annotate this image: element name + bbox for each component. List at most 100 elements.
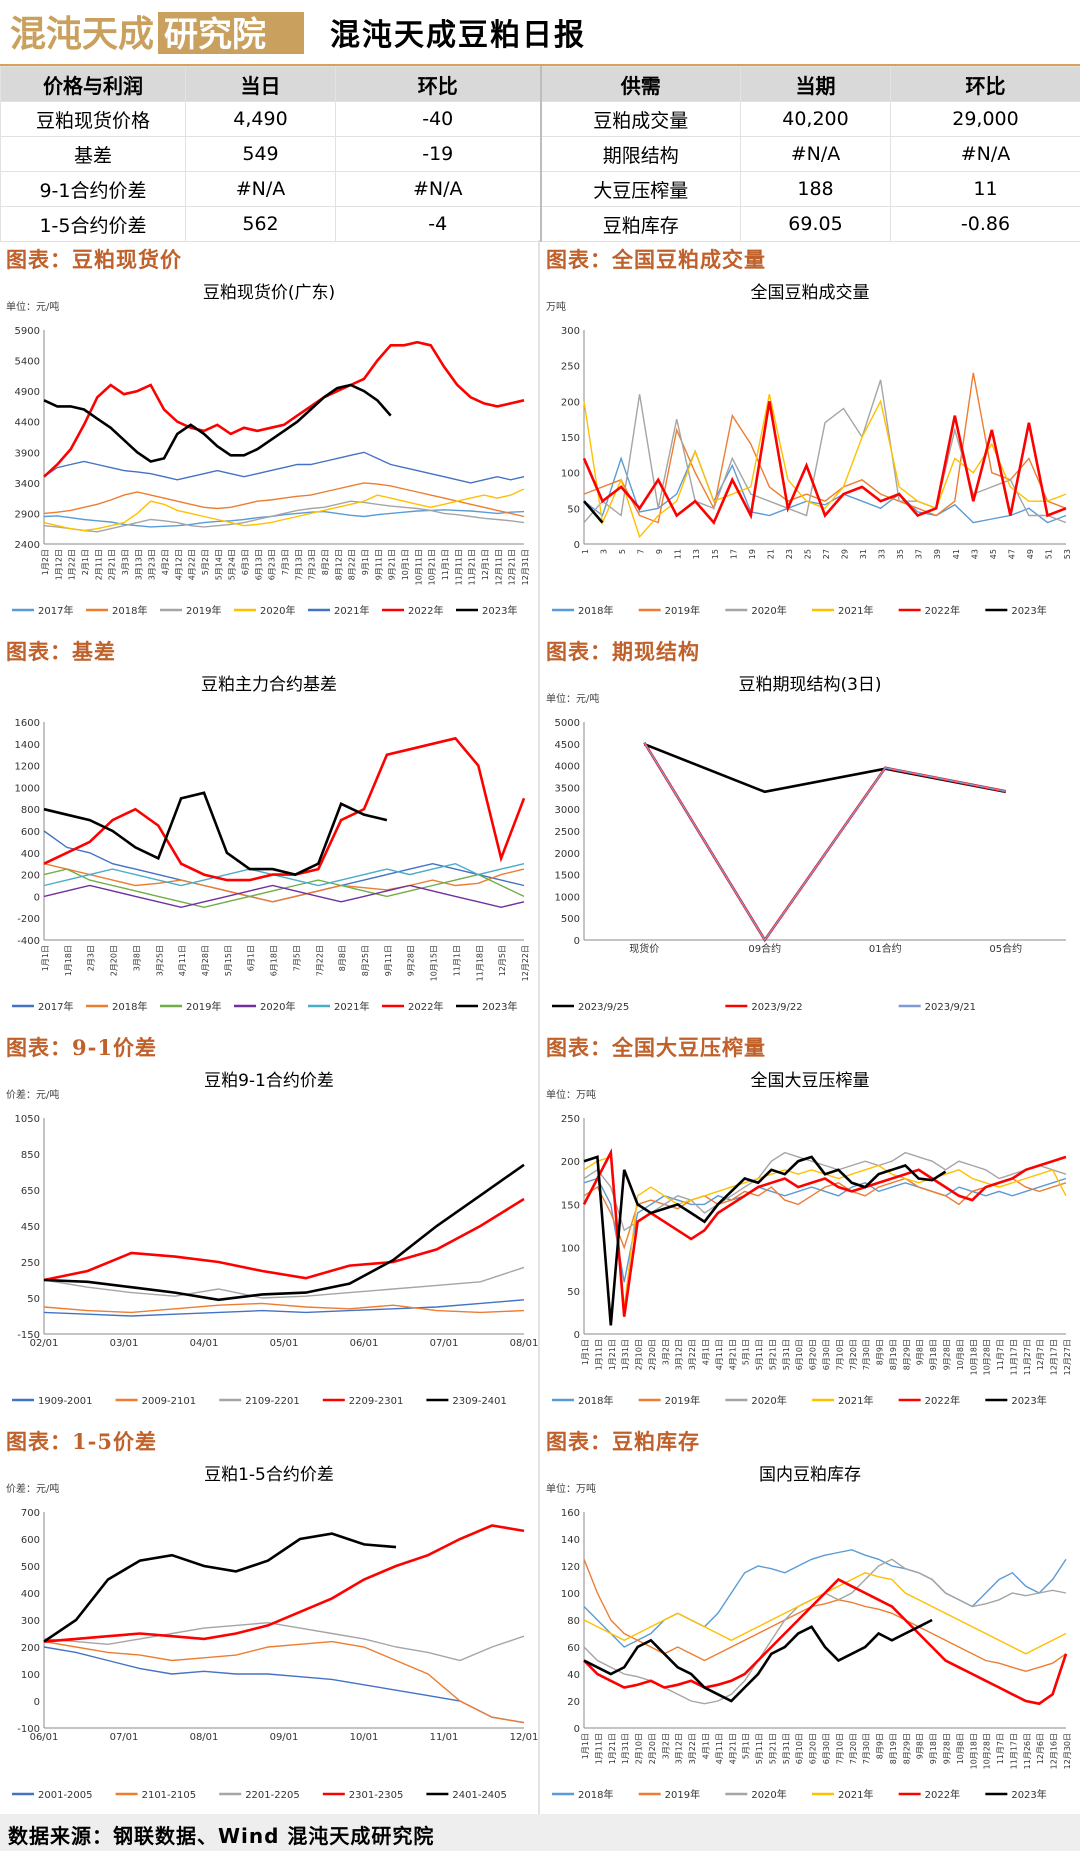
x-tick-label: 6月18日 (270, 945, 279, 976)
y-tick-label: 800 (21, 805, 40, 816)
y-tick-label: 500 (561, 914, 580, 925)
legend-label: 2009-2101 (142, 1396, 197, 1407)
y-tick-label: 1000 (555, 892, 580, 903)
series-line (43, 509, 525, 528)
x-tick-label: 11月11日 (454, 549, 463, 585)
series-line (583, 1177, 1067, 1250)
x-tick-label: 25 (803, 549, 812, 559)
x-tick-label: 7月10日 (835, 1339, 844, 1370)
y-tick-label: 200 (21, 1643, 40, 1654)
y-tick-label: 0 (574, 540, 580, 551)
y-tick-label: 1400 (15, 740, 40, 751)
y-tick-label: 200 (21, 871, 40, 882)
summary-cell: 69.05 (740, 206, 891, 242)
y-tick-label: 50 (27, 1294, 40, 1305)
x-tick-label: 06/01 (30, 1732, 59, 1743)
summary-cell: 当期 (740, 66, 891, 102)
x-tick-label: 47 (1007, 549, 1016, 559)
y-tick-label: 300 (21, 1616, 40, 1627)
x-tick-label: 11 (674, 549, 683, 559)
x-tick-label: 1月21日 (608, 1733, 617, 1764)
panel-title: 图表：全国大豆压榨量 (546, 1035, 766, 1060)
y-tick-label: 100 (21, 1670, 40, 1681)
x-tick-label: 6月3日 (241, 549, 250, 575)
series-line (43, 736, 526, 882)
x-tick-label: 12月11日 (494, 549, 503, 585)
x-tick-label: 5月21日 (768, 1733, 777, 1764)
report-title: 混沌天成豆粕日报 (330, 18, 586, 53)
x-tick-label: 5月1日 (742, 1733, 751, 1759)
x-tick-label: 10月28日 (983, 1339, 992, 1375)
y-tick-label: 1000 (15, 783, 40, 794)
x-tick-label: 49 (1026, 549, 1035, 559)
x-tick-label: 08/01 (510, 1338, 538, 1349)
legend-label: 2022年 (408, 604, 443, 617)
series-line (583, 1155, 947, 1326)
summary-cell: 当日 (185, 66, 336, 102)
term-structure-panel: 图表：期现结构 豆粕期现结构(3日) 单位：元/吨 0 500 1000 1500 2000 2… (540, 632, 1080, 1026)
x-tick-label: 9月28日 (407, 945, 416, 976)
summary-row: 豆粕现货价格 4,490 -40 豆粕成交量 40,200 29,000 (0, 101, 1080, 137)
series-line (643, 742, 1007, 794)
summary-cell: 40,200 (740, 101, 891, 137)
series-line (43, 451, 525, 484)
footer-source: 数据来源：钢联数据、Wind 混沌天成研究院 (8, 1824, 435, 1848)
legend-label: 2023年 (482, 604, 517, 617)
x-tick-label: 5月14日 (214, 549, 223, 580)
y-tick-label: 0 (574, 936, 580, 947)
x-tick-label: 8月19日 (889, 1733, 898, 1764)
x-tick-label: 1月1日 (41, 945, 50, 971)
x-tick-label: 11月1日 (441, 549, 450, 580)
summary-cell: 环比 (890, 66, 1080, 102)
legend-label: 2021年 (838, 1394, 873, 1407)
summary-cell: 188 (740, 171, 891, 207)
y-tick-label: 200 (561, 397, 580, 408)
summary-cell: 29,000 (890, 101, 1080, 137)
x-tick-label: 3月3日 (121, 549, 130, 575)
x-tick-label: 8月9日 (876, 1339, 885, 1365)
series-line (583, 1177, 1067, 1283)
legend-label: 2019年 (186, 1000, 221, 1013)
report-header: 混沌天成 研究院 混沌天成豆粕日报 (0, 0, 1080, 66)
x-tick-label: 3月25日 (155, 945, 164, 976)
x-tick-label: 1月1日 (581, 1733, 590, 1759)
y-tick-label: 5000 (555, 718, 580, 729)
x-tick-label: 6月10日 (795, 1733, 804, 1764)
x-tick-label: 7月22日 (315, 945, 324, 976)
x-tick-label: 10月11日 (414, 549, 423, 585)
chart-title: 豆粕1-5合约价差 (204, 1465, 334, 1485)
logo: 混沌天成 研究院 (10, 12, 304, 55)
x-tick-label: 11月7日 (996, 1733, 1005, 1764)
chart-title: 全国大豆压榨量 (751, 1071, 870, 1091)
x-tick-label: 07/01 (110, 1732, 139, 1743)
x-tick-label: 2月3日 (87, 945, 96, 971)
series-line (43, 1197, 525, 1282)
x-tick-label: 11月17日 (1009, 1339, 1018, 1375)
x-tick-label: 7月20日 (849, 1339, 858, 1370)
legend-label: 2021年 (838, 1788, 873, 1801)
x-tick-label: 12月30日 (1063, 1733, 1072, 1769)
x-tick-label: 4月1日 (702, 1733, 711, 1759)
x-tick-label: 8月22日 (348, 549, 357, 580)
x-tick-label: 5月24日 (228, 549, 237, 580)
y-tick-label: 450 (21, 1222, 40, 1233)
series-line (43, 1646, 525, 1724)
x-tick-label: 3月2日 (661, 1339, 670, 1365)
x-tick-label: 4月2日 (161, 549, 170, 575)
summary-cell: 11 (890, 171, 1080, 207)
series-line (583, 1549, 1067, 1648)
x-tick-label: 10月1日 (401, 549, 410, 580)
y-tick-label: 1200 (15, 762, 40, 773)
x-tick-label: 1月11日 (594, 1339, 603, 1370)
y-tick-label: 2000 (555, 849, 580, 860)
x-tick-label: 2月20日 (648, 1339, 657, 1370)
x-tick-label: 5月31日 (782, 1339, 791, 1370)
summary-cell: #N/A (335, 171, 542, 207)
legend-label: 2017年 (38, 1000, 73, 1013)
summary-cell: 4,490 (185, 101, 336, 137)
x-tick-label: 12月16日 (1050, 1733, 1059, 1769)
x-tick-label: 51 (1044, 549, 1053, 559)
x-tick-label: 9月11日 (384, 945, 393, 976)
basis-panel: 图表：基差 豆粕主力合约基差 -400 -200 0 200 400 600 800 1000 12… (0, 632, 538, 1026)
